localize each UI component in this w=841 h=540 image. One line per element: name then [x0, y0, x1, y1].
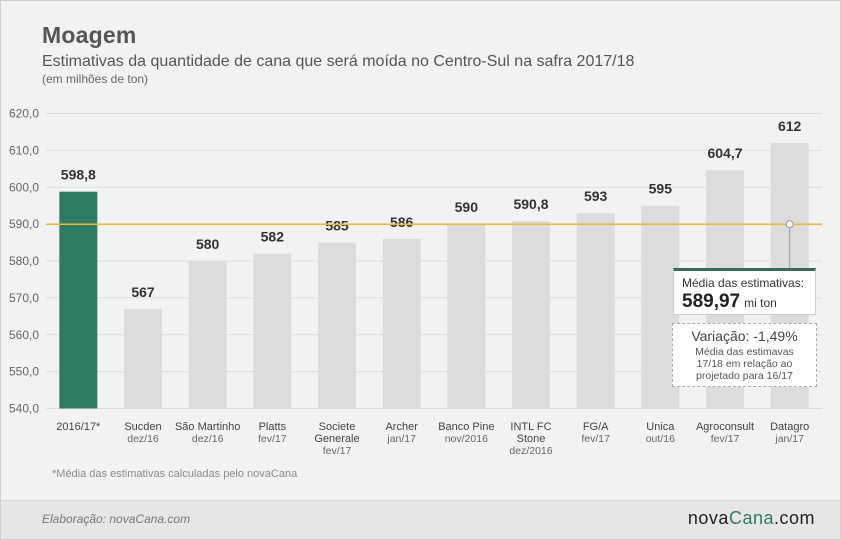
brand-part-cana: Cana: [728, 508, 774, 528]
x-tick-date: out/16: [646, 433, 675, 445]
x-tick-label: 2016/17*: [56, 421, 101, 433]
y-tick-label: 590,0: [9, 217, 39, 231]
x-tick-date: fev/17: [258, 433, 287, 445]
x-tick-label: São Martinho: [175, 421, 240, 433]
x-tick-date: dez/16: [127, 433, 159, 445]
y-tick-label: 550,0: [9, 365, 39, 379]
x-tick-date: jan/17: [774, 433, 804, 445]
x-tick-label: Archer: [385, 421, 418, 433]
x-tick-label: Agroconsult: [696, 421, 754, 433]
bar: [124, 308, 162, 409]
y-tick-label: 620,0: [9, 107, 39, 121]
y-tick-label: 600,0: [9, 180, 39, 194]
credit-text: Elaboração: novaCana.com: [42, 512, 191, 526]
variation-desc-line-3: projetado para 16/17: [696, 370, 793, 382]
y-tick-label: 570,0: [9, 291, 39, 305]
average-value-row: 589,97 mi ton: [682, 291, 807, 313]
bar: [253, 253, 292, 409]
bar: [59, 191, 98, 409]
x-tick-label: Generale: [314, 433, 359, 445]
average-value: 589,97: [682, 291, 741, 312]
average-callout: Média das estimativas: 589,97 mi ton: [673, 268, 816, 315]
x-tick-label: FG/A: [583, 421, 609, 433]
value-label: 604,7: [707, 145, 742, 161]
callout-marker: [785, 220, 794, 229]
brand-part-com: .com: [773, 508, 815, 528]
x-tick-label: Unica: [646, 421, 675, 433]
x-tick-date: fev/17: [323, 445, 352, 457]
value-label: 586: [390, 214, 414, 230]
bar: [512, 221, 550, 409]
x-tick-date: dez/2016: [509, 445, 552, 457]
value-label: 590: [455, 199, 479, 215]
bar: [318, 242, 356, 409]
value-label: 595: [649, 181, 673, 197]
variation-callout: Variação: -1,49% Média das estimavas 17/…: [672, 323, 817, 387]
bar-chart: 540,0 550,0 560,0 570,0 580,0 590,0 600,0 610,0…: [9, 107, 822, 457]
value-label: 567: [131, 284, 155, 300]
variation-desc-line-1: Média das estimavas: [695, 346, 794, 358]
brand-logo[interactable]: novaCana.com: [688, 508, 815, 529]
value-label: 612: [778, 118, 802, 134]
x-tick-date: nov/2016: [445, 433, 488, 445]
y-tick-label: 580,0: [9, 254, 39, 268]
y-tick-label: 540,0: [9, 402, 39, 416]
x-tick-label: Platts: [259, 421, 287, 433]
value-label: 580: [196, 236, 220, 252]
y-tick-label: 560,0: [9, 328, 39, 342]
value-label: 593: [584, 188, 608, 204]
chart-title: Moagem: [42, 22, 137, 48]
variation-title: Variação: -1,49%: [691, 328, 798, 344]
unit-label: (em milhões de ton): [42, 72, 149, 86]
value-label: 582: [261, 229, 285, 245]
value-label: 598,8: [61, 167, 96, 183]
x-tick-date: fev/17: [581, 433, 610, 445]
average-label: Média das estimativas:: [682, 276, 805, 290]
x-tick-date: dez/16: [192, 433, 224, 445]
average-unit: mi ton: [744, 296, 777, 310]
x-tick-date: fev/17: [711, 433, 740, 445]
variation-desc-line-2: 17/18 em relação ao: [696, 358, 793, 370]
x-tick-label: Datagro: [770, 421, 809, 433]
footnote: *Média das estimativas calculadas pelo n…: [52, 468, 298, 480]
chart-subtitle: Estimativas da quantidade de cana que se…: [42, 53, 635, 70]
bar: [447, 224, 486, 409]
footer-bar: [1, 500, 840, 539]
value-label: 590,8: [513, 196, 548, 212]
x-tick-date: jan/17: [386, 433, 416, 445]
bar: [382, 238, 421, 409]
x-tick-label: Sucden: [124, 421, 161, 433]
bar: [188, 261, 227, 409]
x-tick-label: Stone: [517, 433, 546, 445]
brand-part-nova: nova: [687, 508, 729, 528]
x-tick-label: Societe: [319, 421, 356, 433]
x-tick-label: INTL FC: [510, 421, 551, 433]
value-label: 585: [325, 218, 349, 234]
bar: [576, 213, 615, 409]
y-tick-label: 610,0: [9, 143, 39, 157]
variation-description: Média das estimavas 17/18 em relação ao …: [679, 346, 810, 382]
x-tick-label: Banco Pine: [438, 421, 494, 433]
